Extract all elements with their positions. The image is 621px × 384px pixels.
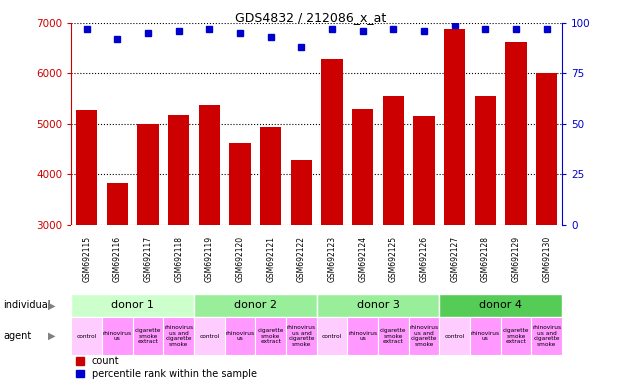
Bar	[317, 294, 439, 317]
Text: individual: individual	[3, 300, 50, 310]
Bar	[536, 73, 558, 225]
Bar	[440, 294, 562, 317]
Bar	[199, 105, 220, 225]
Bar	[286, 317, 317, 355]
Bar	[168, 115, 189, 225]
Text: GSM692125: GSM692125	[389, 236, 398, 282]
Text: GSM692119: GSM692119	[205, 236, 214, 282]
Bar	[474, 96, 496, 225]
Text: control: control	[445, 333, 465, 339]
Bar	[102, 317, 133, 355]
Bar	[71, 294, 194, 317]
Bar	[532, 317, 562, 355]
Text: GSM692115: GSM692115	[82, 236, 91, 282]
Bar	[255, 317, 286, 355]
Text: rhinovirus
us and
cigarette
smoke: rhinovirus us and cigarette smoke	[532, 325, 561, 347]
Bar	[440, 317, 470, 355]
Text: GSM692126: GSM692126	[420, 236, 428, 282]
Text: GSM692120: GSM692120	[235, 236, 245, 282]
Text: cigarette
smoke
extract: cigarette smoke extract	[503, 328, 529, 344]
Bar	[347, 317, 378, 355]
Text: GSM692121: GSM692121	[266, 236, 275, 282]
Text: control: control	[76, 333, 97, 339]
Bar	[194, 294, 317, 317]
Bar	[317, 317, 347, 355]
Legend: count, percentile rank within the sample: count, percentile rank within the sample	[76, 356, 257, 379]
Bar	[225, 317, 255, 355]
Bar	[383, 96, 404, 225]
Bar	[414, 116, 435, 225]
Text: rhinovirus
us: rhinovirus us	[471, 331, 500, 341]
Text: rhinovirus
us: rhinovirus us	[225, 331, 255, 341]
Bar	[352, 109, 373, 225]
Text: control: control	[199, 333, 219, 339]
Text: ▶: ▶	[48, 300, 55, 310]
Text: GSM692117: GSM692117	[143, 236, 153, 282]
Text: GSM692122: GSM692122	[297, 236, 306, 282]
Bar	[291, 160, 312, 225]
Text: GSM692118: GSM692118	[175, 236, 183, 282]
Text: GSM692128: GSM692128	[481, 236, 490, 282]
Text: donor 1: donor 1	[111, 300, 154, 310]
Text: GSM692129: GSM692129	[512, 236, 520, 282]
Bar	[321, 60, 343, 225]
Bar	[133, 317, 163, 355]
Bar	[378, 317, 409, 355]
Text: donor 3: donor 3	[356, 300, 399, 310]
Bar	[76, 110, 97, 225]
Text: cigarette
smoke
extract: cigarette smoke extract	[135, 328, 161, 344]
Text: rhinovirus
us and
cigarette
smoke: rhinovirus us and cigarette smoke	[409, 325, 438, 347]
Bar	[501, 317, 532, 355]
Text: control: control	[322, 333, 342, 339]
Text: donor 4: donor 4	[479, 300, 522, 310]
Text: rhinovirus
us and
cigarette
smoke: rhinovirus us and cigarette smoke	[287, 325, 316, 347]
Text: rhinovirus
us and
cigarette
smoke: rhinovirus us and cigarette smoke	[164, 325, 193, 347]
Bar	[409, 317, 440, 355]
Text: cigarette
smoke
extract: cigarette smoke extract	[380, 328, 407, 344]
Bar	[194, 317, 225, 355]
Bar	[71, 317, 102, 355]
Bar	[137, 124, 159, 225]
Bar	[505, 42, 527, 225]
Text: ▶: ▶	[48, 331, 55, 341]
Text: rhinovirus
us: rhinovirus us	[103, 331, 132, 341]
Bar	[229, 143, 251, 225]
Text: rhinovirus
us: rhinovirus us	[348, 331, 378, 341]
Bar	[163, 317, 194, 355]
Text: GSM692116: GSM692116	[113, 236, 122, 282]
Text: agent: agent	[3, 331, 31, 341]
Bar	[260, 127, 281, 225]
Text: cigarette
smoke
extract: cigarette smoke extract	[258, 328, 284, 344]
Bar	[444, 29, 465, 225]
Bar	[470, 317, 501, 355]
Text: GSM692130: GSM692130	[542, 236, 551, 282]
Text: GSM692124: GSM692124	[358, 236, 367, 282]
Text: GSM692123: GSM692123	[327, 236, 337, 282]
Text: GDS4832 / 212086_x_at: GDS4832 / 212086_x_at	[235, 12, 386, 25]
Text: GSM692127: GSM692127	[450, 236, 459, 282]
Text: donor 2: donor 2	[234, 300, 277, 310]
Bar	[107, 183, 128, 225]
